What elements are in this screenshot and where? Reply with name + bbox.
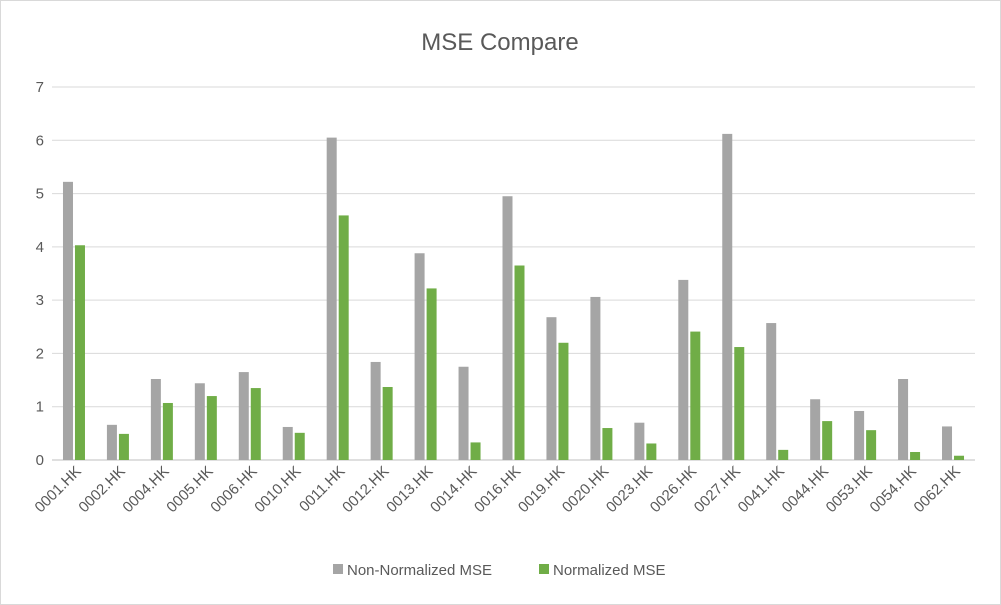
x-tick-label: 0013.HK (383, 463, 436, 516)
bar-non-normalized-0010.HK (282, 426, 293, 460)
chart-title: MSE Compare (421, 29, 578, 56)
legend-swatch (333, 564, 343, 574)
x-tick-label: 0010.HK (251, 463, 304, 516)
x-tick-label: 0053.HK (823, 463, 876, 516)
bar-non-normalized-0012.HK (370, 361, 381, 460)
bar-non-normalized-0027.HK (722, 133, 733, 461)
bar-non-normalized-0044.HK (810, 399, 821, 460)
bar-non-normalized-0002.HK (106, 424, 117, 460)
x-tick-label: 0006.HK (207, 463, 260, 516)
bar-normalized-0013.HK (426, 288, 437, 460)
bar-normalized-0016.HK (514, 265, 525, 460)
x-tick-label: 0062.HK (911, 463, 964, 516)
x-tick-label: 0026.HK (647, 463, 700, 516)
bar-normalized-0010.HK (294, 432, 305, 460)
x-tick-label: 0001.HK (32, 463, 85, 516)
bar-normalized-0005.HK (206, 396, 217, 460)
x-tick-label: 0054.HK (867, 463, 920, 516)
bars (62, 133, 965, 461)
bar-normalized-0001.HK (74, 245, 85, 460)
bar-normalized-0011.HK (338, 215, 349, 460)
bar-non-normalized-0013.HK (414, 253, 425, 460)
bar-non-normalized-0004.HK (150, 379, 161, 460)
bar-normalized-0026.HK (690, 331, 701, 460)
y-tick-label: 3 (36, 292, 44, 309)
bar-non-normalized-0006.HK (238, 372, 249, 460)
x-tick-label: 0020.HK (559, 463, 612, 516)
x-tick-label: 0041.HK (735, 463, 788, 516)
x-tick-label: 0027.HK (691, 463, 744, 516)
bar-normalized-0006.HK (250, 388, 261, 460)
y-tick-label: 4 (36, 239, 44, 256)
bar-non-normalized-0053.HK (854, 410, 865, 460)
bar-normalized-0027.HK (734, 347, 745, 460)
bar-normalized-0012.HK (382, 386, 393, 460)
x-tick-label: 0004.HK (119, 463, 172, 516)
legend: Non-Normalized MSE Normalized MSE (333, 562, 666, 579)
y-tick-label: 1 (36, 399, 44, 416)
bar-normalized-0019.HK (558, 342, 569, 460)
legend-label: Normalized MSE (553, 562, 666, 579)
bar-non-normalized-0005.HK (194, 383, 205, 460)
x-tick-label: 0002.HK (75, 463, 128, 516)
bar-non-normalized-0001.HK (62, 181, 73, 460)
bar-normalized-0041.HK (778, 449, 789, 460)
legend-label: Non-Normalized MSE (347, 562, 492, 579)
bar-non-normalized-0054.HK (898, 379, 909, 460)
bar-non-normalized-0041.HK (766, 323, 777, 460)
bar-non-normalized-0023.HK (634, 422, 645, 460)
y-axis-ticks: 0 1 2 3 4 5 6 7 (36, 79, 44, 469)
bar-normalized-0020.HK (602, 428, 613, 460)
x-tick-label: 0011.HK (296, 463, 349, 516)
y-tick-label: 6 (36, 132, 44, 149)
x-tick-label: 0019.HK (515, 463, 568, 516)
bar-normalized-0004.HK (162, 402, 173, 460)
bar-normalized-0053.HK (866, 430, 877, 460)
bar-normalized-0014.HK (470, 442, 481, 460)
bar-normalized-0062.HK (954, 455, 965, 460)
bar-non-normalized-0026.HK (678, 279, 689, 460)
y-tick-label: 0 (36, 452, 44, 469)
x-tick-label: 0005.HK (163, 463, 216, 516)
x-tick-label: 0016.HK (471, 463, 524, 516)
y-tick-label: 5 (36, 186, 44, 203)
gridlines (52, 86, 975, 461)
bar-normalized-0023.HK (646, 443, 657, 460)
x-tick-label: 0014.HK (427, 463, 480, 516)
bar-non-normalized-0019.HK (546, 317, 557, 460)
x-tick-label: 0023.HK (603, 463, 656, 516)
bar-non-normalized-0020.HK (590, 296, 601, 460)
bar-non-normalized-0062.HK (942, 426, 953, 460)
bar-normalized-0002.HK (118, 433, 129, 460)
bar-normalized-0044.HK (822, 421, 833, 460)
legend-swatch (539, 564, 549, 574)
x-axis-ticks: 0001.HK0002.HK0004.HK0005.HK0006.HK0010.… (32, 463, 964, 516)
bar-non-normalized-0016.HK (502, 196, 513, 460)
bar-non-normalized-0011.HK (326, 137, 337, 460)
bar-normalized-0054.HK (910, 452, 921, 460)
x-tick-label: 0012.HK (339, 463, 392, 516)
bar-non-normalized-0014.HK (458, 366, 469, 460)
x-tick-label: 0044.HK (779, 463, 832, 516)
y-tick-label: 2 (36, 345, 44, 362)
y-tick-label: 7 (36, 79, 44, 96)
